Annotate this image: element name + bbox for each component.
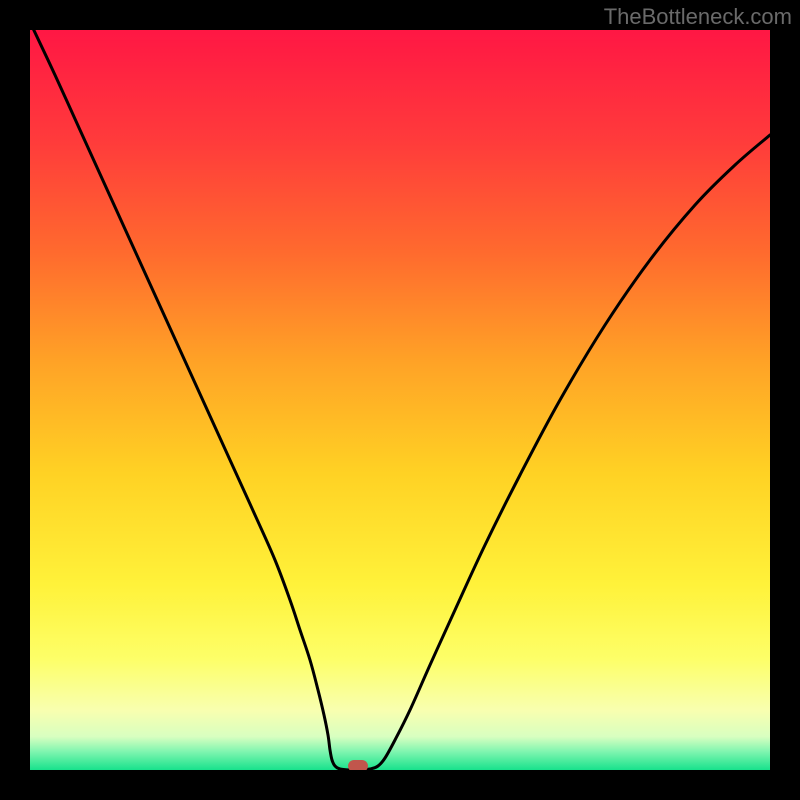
watermark-text: TheBottleneck.com [604,4,792,30]
optimal-marker [348,760,368,770]
bottleneck-chart [30,30,770,770]
chart-frame: TheBottleneck.com [0,0,800,800]
gradient-background [30,30,770,770]
